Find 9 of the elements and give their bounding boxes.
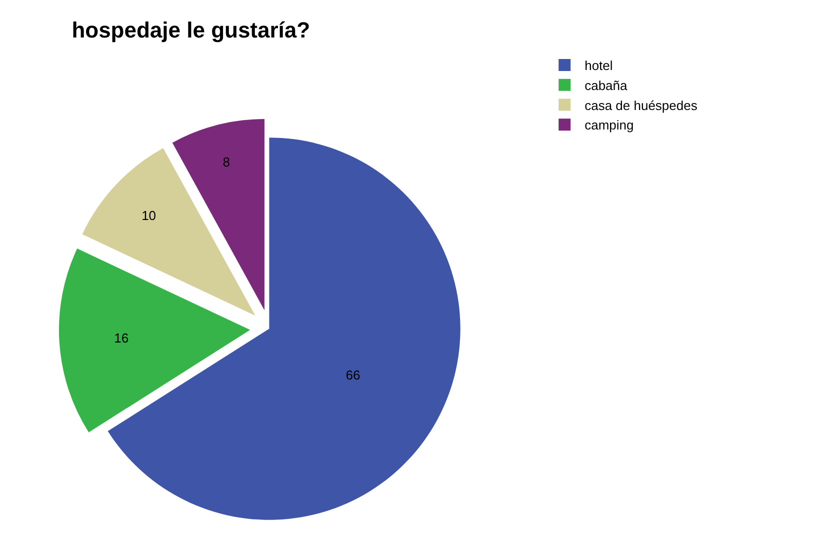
legend-label: cabaña <box>584 78 628 93</box>
legend-label: camping <box>584 118 634 133</box>
legend-label: hotel <box>584 58 613 74</box>
data-label: 10 <box>142 208 156 224</box>
legend-label: casa de huéspedes <box>584 98 698 113</box>
data-label: 16 <box>114 330 129 346</box>
chart-title: hospedaje le gustaría? <box>72 17 310 42</box>
data-label: 8 <box>222 154 230 170</box>
data-label: 66 <box>346 367 360 382</box>
